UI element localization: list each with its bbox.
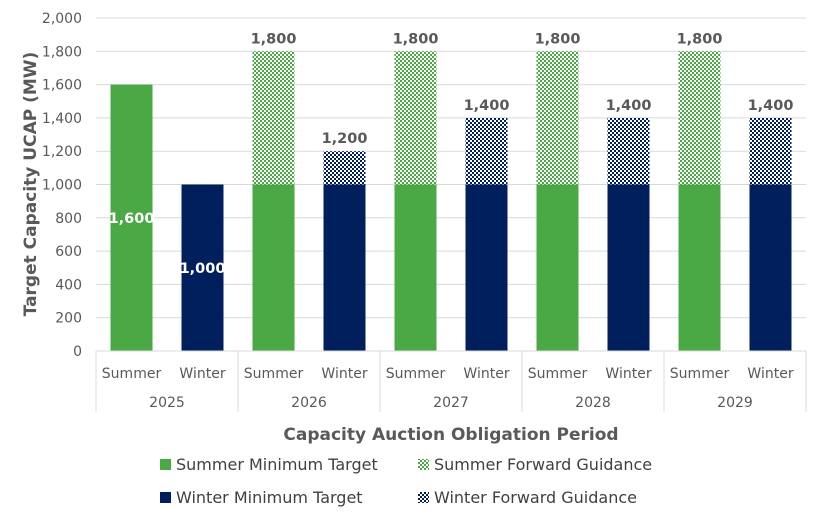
bar-winter-minimum-target	[465, 184, 508, 351]
x-category-label: Winter	[605, 366, 651, 382]
x-axis-title: Capacity Auction Obligation Period	[283, 425, 618, 445]
bar-summer-minimum-target	[110, 84, 153, 351]
x-group-label: 2026	[291, 395, 327, 411]
bar-summer-minimum-target	[252, 184, 295, 351]
bar-summer-forward-guidance	[252, 51, 295, 185]
x-category-label: Winter	[747, 366, 793, 382]
y-tick-label: 1,600	[42, 78, 82, 94]
data-label: 1,000	[180, 261, 226, 277]
x-group-label: 2029	[717, 395, 753, 411]
y-tick-label: 1,000	[42, 178, 82, 194]
bar-winter-forward-guidance	[465, 117, 508, 185]
y-tick-label: 1,200	[42, 144, 82, 160]
data-label: 1,800	[393, 31, 439, 47]
x-group-label: 2025	[149, 395, 185, 411]
x-category-label: Winter	[463, 366, 509, 382]
data-label: 1,800	[251, 31, 297, 47]
legend-label: Winter Forward Guidance	[434, 488, 637, 507]
bar-winter-forward-guidance	[607, 117, 650, 185]
bar-summer-forward-guidance	[536, 51, 579, 185]
y-tick-label: 600	[55, 244, 82, 260]
bar-summer-minimum-target	[394, 184, 437, 351]
legend-swatch	[160, 459, 171, 470]
x-category-label: Summer	[244, 366, 304, 382]
y-tick-label: 400	[55, 277, 82, 293]
y-tick-label: 200	[55, 311, 82, 327]
x-group-label: 2028	[575, 395, 611, 411]
legend-swatch	[418, 459, 429, 470]
y-tick-label: 1,800	[42, 44, 82, 60]
x-category-label: Winter	[321, 366, 367, 382]
bar-summer-forward-guidance	[394, 51, 437, 185]
data-label: 1,600	[109, 211, 155, 227]
x-category-label: Summer	[102, 366, 162, 382]
bar-winter-minimum-target	[323, 184, 366, 351]
legend-label: Summer Forward Guidance	[434, 455, 652, 474]
data-label: 1,800	[677, 31, 723, 47]
data-label: 1,800	[535, 31, 581, 47]
legend-swatch	[418, 492, 429, 503]
y-tick-label: 2,000	[42, 11, 82, 27]
y-tick-label: 800	[55, 211, 82, 227]
legend-label: Winter Minimum Target	[176, 488, 363, 507]
x-category-label: Summer	[670, 366, 730, 382]
bar-summer-forward-guidance	[678, 51, 721, 185]
bar-winter-minimum-target	[181, 184, 224, 351]
data-label: 1,400	[748, 98, 794, 114]
bar-summer-minimum-target	[678, 184, 721, 351]
bar-winter-minimum-target	[607, 184, 650, 351]
x-category-label: Summer	[386, 366, 446, 382]
data-label: 1,200	[322, 131, 368, 147]
legend-label: Summer Minimum Target	[176, 455, 378, 474]
y-tick-label: 1,400	[42, 111, 82, 127]
bar-winter-forward-guidance	[323, 151, 366, 185]
data-label: 1,400	[464, 98, 510, 114]
legend-swatch	[160, 492, 171, 503]
y-axis-title: Target Capacity UCAP (MW)	[21, 52, 41, 317]
x-group-label: 2027	[433, 395, 469, 411]
bar-summer-minimum-target	[536, 184, 579, 351]
bar-winter-minimum-target	[749, 184, 792, 351]
bar-winter-forward-guidance	[749, 117, 792, 185]
data-label: 1,400	[606, 98, 652, 114]
x-category-label: Summer	[528, 366, 588, 382]
x-category-label: Winter	[179, 366, 225, 382]
y-tick-label: 0	[73, 344, 82, 360]
